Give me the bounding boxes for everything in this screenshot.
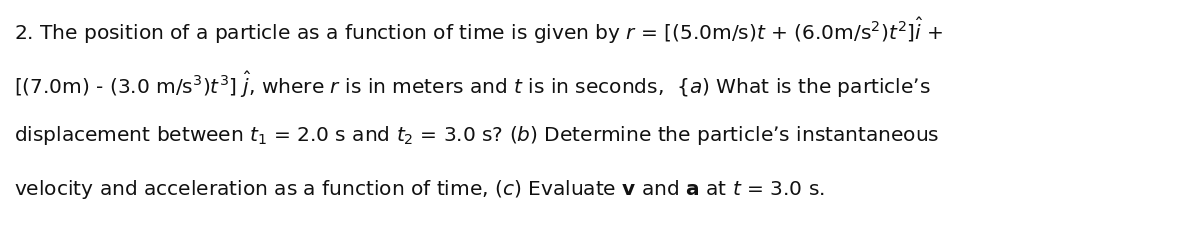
Text: velocity and acceleration as a function of time, ($c$) Evaluate $\mathbf{v}$ and: velocity and acceleration as a function …	[14, 177, 826, 200]
Text: 2. The position of a particle as a function of time is given by $r$ = [(5.0m/s)$: 2. The position of a particle as a funct…	[14, 16, 944, 46]
Text: [(7.0m) - (3.0 m/s$^3$)$t^3$] $\hat{j}$, where $r$ is in meters and $t$ is in se: [(7.0m) - (3.0 m/s$^3$)$t^3$] $\hat{j}$,…	[14, 70, 931, 100]
Text: displacement between $t_1$ = 2.0 s and $t_2$ = 3.0 s? ($b$) Determine the partic: displacement between $t_1$ = 2.0 s and $…	[14, 124, 940, 147]
